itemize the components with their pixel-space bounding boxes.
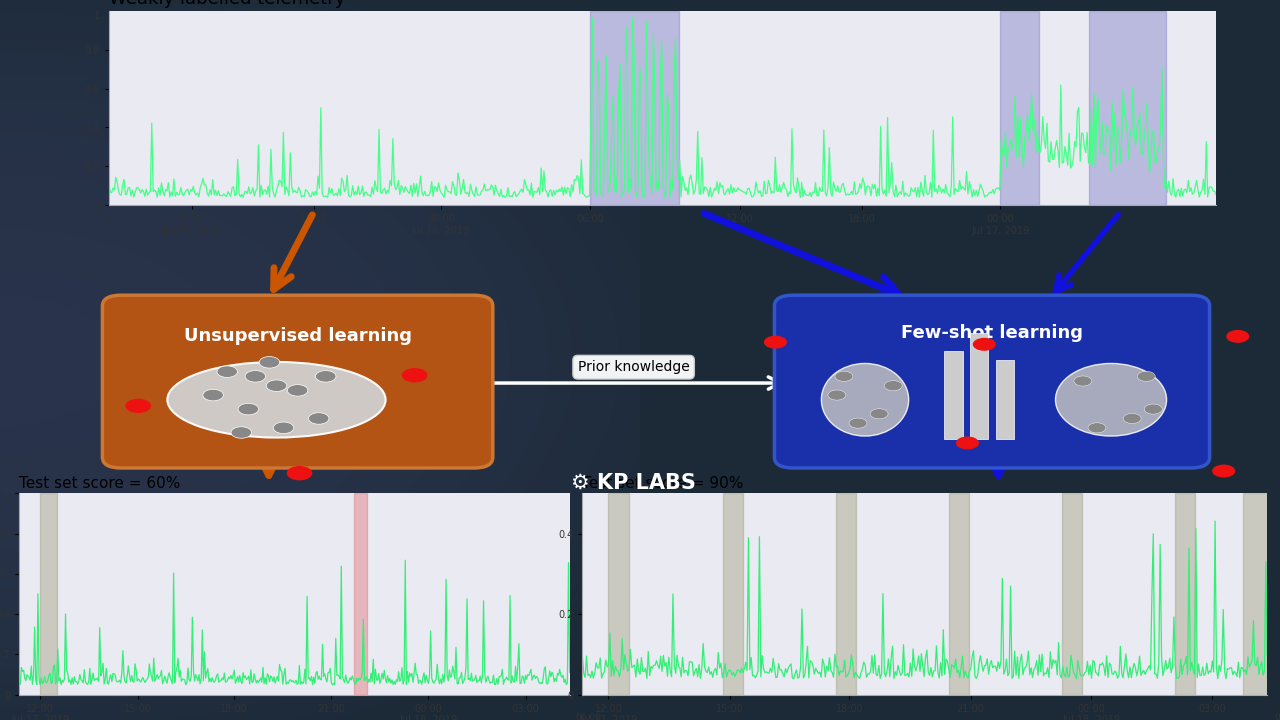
Circle shape xyxy=(288,384,308,396)
Circle shape xyxy=(1088,423,1106,433)
Circle shape xyxy=(1144,404,1162,414)
Text: ⚙ KP LABS: ⚙ KP LABS xyxy=(571,472,696,492)
Text: Unsupervised learning: Unsupervised learning xyxy=(183,327,412,345)
Circle shape xyxy=(835,372,852,382)
Circle shape xyxy=(870,409,888,419)
Text: Prior knowledge: Prior knowledge xyxy=(577,360,690,374)
Ellipse shape xyxy=(822,364,909,436)
Circle shape xyxy=(125,399,151,413)
Circle shape xyxy=(1074,376,1092,386)
Circle shape xyxy=(764,336,787,348)
Text: 1: 1 xyxy=(93,11,100,21)
Circle shape xyxy=(1226,330,1249,343)
Bar xyxy=(948,493,969,695)
Circle shape xyxy=(266,380,287,392)
Text: Test set score = 60%: Test set score = 60% xyxy=(19,476,180,490)
Bar xyxy=(1175,493,1196,695)
Bar xyxy=(1243,493,1267,695)
Bar xyxy=(353,493,367,695)
Bar xyxy=(1000,11,1039,205)
Ellipse shape xyxy=(1056,364,1166,436)
Circle shape xyxy=(402,368,428,382)
Circle shape xyxy=(274,422,294,433)
Circle shape xyxy=(316,371,337,382)
Circle shape xyxy=(246,371,266,382)
FancyBboxPatch shape xyxy=(774,295,1210,468)
Bar xyxy=(996,361,1014,439)
Circle shape xyxy=(308,413,329,424)
Circle shape xyxy=(232,427,252,438)
Circle shape xyxy=(956,436,979,449)
Bar xyxy=(945,351,963,439)
Bar xyxy=(40,493,56,695)
Ellipse shape xyxy=(168,362,385,438)
Circle shape xyxy=(218,366,238,377)
Circle shape xyxy=(1124,413,1142,423)
Bar xyxy=(1089,11,1166,205)
Circle shape xyxy=(828,390,846,400)
Bar xyxy=(608,493,628,695)
Bar xyxy=(1062,493,1083,695)
Circle shape xyxy=(973,338,996,351)
Text: Weakly labelled telemetry: Weakly labelled telemetry xyxy=(109,0,346,8)
Circle shape xyxy=(1137,372,1156,382)
Circle shape xyxy=(849,418,867,428)
Circle shape xyxy=(238,403,259,415)
Circle shape xyxy=(204,390,224,401)
FancyBboxPatch shape xyxy=(102,295,493,468)
Bar xyxy=(590,11,678,205)
Text: 06:00: 06:00 xyxy=(575,713,602,720)
Bar xyxy=(723,493,744,695)
Text: 06:00: 06:00 xyxy=(1274,713,1280,720)
Text: Few-shot learning: Few-shot learning xyxy=(901,324,1083,342)
Bar xyxy=(970,333,988,439)
Circle shape xyxy=(1212,464,1235,477)
Text: Test set score = 90%: Test set score = 90% xyxy=(582,476,744,490)
Circle shape xyxy=(287,466,312,480)
Circle shape xyxy=(884,381,902,391)
Bar xyxy=(836,493,856,695)
Circle shape xyxy=(260,356,280,368)
